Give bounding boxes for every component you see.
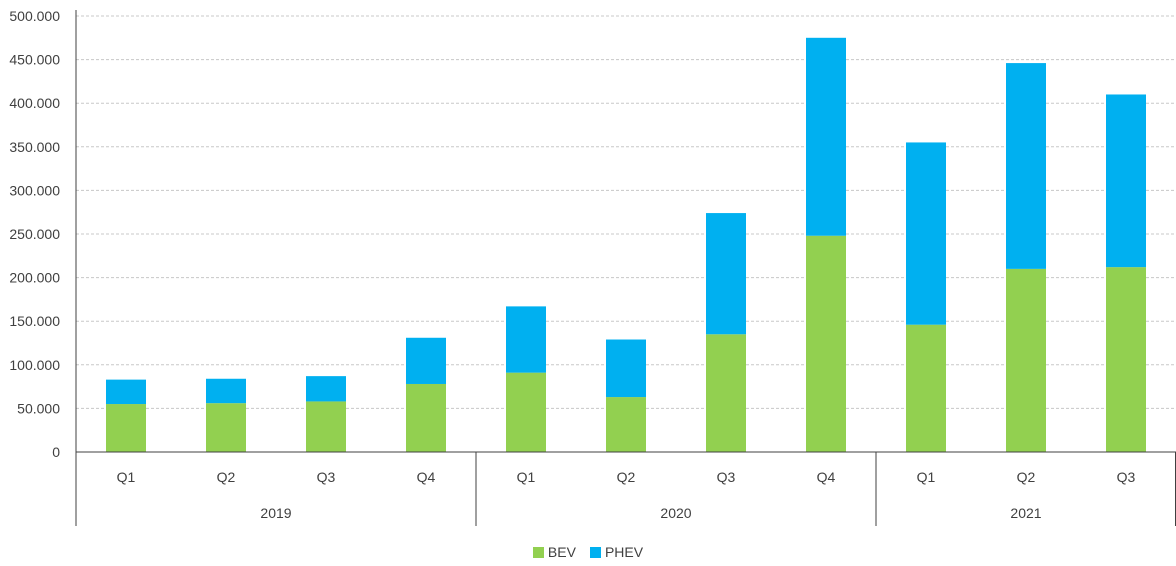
bar-phev [506, 306, 546, 373]
y-tick-label: 0 [52, 444, 60, 460]
bar-phev [806, 37, 846, 236]
bar-bev [306, 401, 346, 452]
y-tick-label: 250.000 [9, 226, 60, 242]
bar-phev [1106, 94, 1146, 268]
x-tick-label: Q2 [617, 469, 636, 485]
x-axis: Q1 Q2 Q3 Q4 Q1 Q2 Q3 Q4 Q1 Q2 Q3 2019 2020 2021 [75, 451, 1176, 526]
group-label: 2019 [260, 505, 291, 521]
legend-item-phev: PHEV [589, 544, 644, 560]
stacked-bar-chart: 0 50.000 100.000 150.000 200.000 250.000 300.0… [9, 8, 1176, 526]
bar-bev [106, 404, 146, 452]
x-tick-label: Q3 [317, 469, 336, 485]
group-label: 2021 [1010, 505, 1041, 521]
bars [106, 37, 1146, 452]
x-tick-label: Q4 [817, 469, 836, 485]
x-tick-label: Q2 [217, 469, 236, 485]
bar-phev [906, 142, 946, 325]
legend-swatch-bev [532, 546, 544, 558]
legend-label-bev: BEV [547, 544, 576, 560]
bar-phev [1006, 63, 1046, 269]
y-tick-label: 400.000 [9, 95, 60, 111]
bar-phev [106, 379, 146, 405]
x-tick-label: Q3 [1117, 469, 1136, 485]
x-tick-label: Q3 [717, 469, 736, 485]
bar-phev [706, 213, 746, 335]
bar-bev [206, 403, 246, 452]
bar-phev [406, 337, 446, 384]
legend-label-phev: PHEV [604, 544, 644, 560]
x-tick-label: Q1 [117, 469, 136, 485]
y-tick-label: 150.000 [9, 313, 60, 329]
bar-bev [406, 383, 446, 452]
y-tick-label: 50.000 [17, 400, 60, 416]
y-tick-label: 100.000 [9, 357, 60, 373]
bar-phev [206, 378, 246, 404]
bar-bev [606, 397, 646, 452]
bar-bev [1106, 267, 1146, 452]
x-tick-label: Q1 [517, 469, 536, 485]
y-tick-label: 500.000 [9, 8, 60, 24]
bar-bev [506, 372, 546, 452]
group-label: 2020 [660, 505, 691, 521]
bar-bev [806, 235, 846, 452]
y-tick-label: 450.000 [9, 52, 60, 68]
legend: BEV PHEV [0, 542, 1176, 562]
y-tick-label: 350.000 [9, 139, 60, 155]
y-axis: 0 50.000 100.000 150.000 200.000 250.000 300.0… [9, 8, 77, 460]
legend-swatch-phev [589, 546, 601, 558]
y-tick-label: 200.000 [9, 270, 60, 286]
legend-item-bev: BEV [532, 544, 576, 560]
bar-bev [906, 324, 946, 452]
x-tick-label: Q1 [917, 469, 936, 485]
bar-phev [306, 376, 346, 402]
bar-bev [706, 334, 746, 452]
gridlines [76, 15, 1176, 409]
x-tick-label: Q2 [1017, 469, 1036, 485]
bar-bev [1006, 268, 1046, 452]
x-tick-label: Q4 [417, 469, 436, 485]
y-tick-label: 300.000 [9, 182, 60, 198]
bar-phev [606, 339, 646, 398]
